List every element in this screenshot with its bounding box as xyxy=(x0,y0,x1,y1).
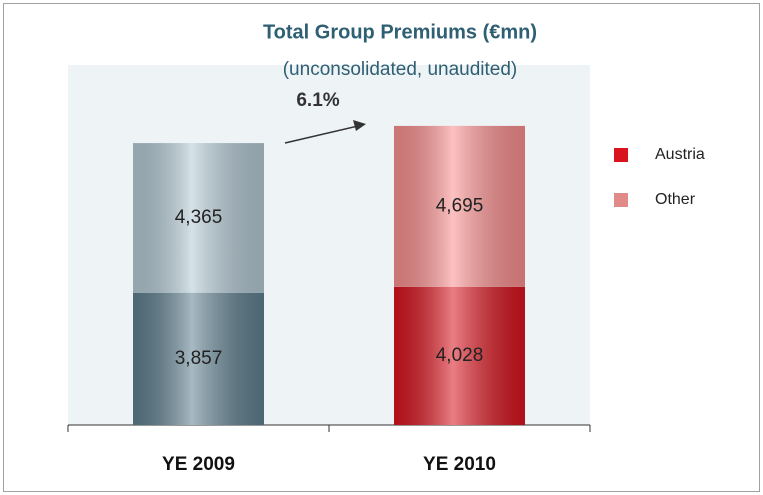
value-label: 4,695 xyxy=(436,195,484,216)
value-label: 4,365 xyxy=(175,207,223,228)
x-tick-label: YE 2010 xyxy=(423,454,496,475)
legend-label: Austria xyxy=(655,146,705,163)
bar-shine xyxy=(133,292,264,425)
value-label: 3,857 xyxy=(175,348,223,369)
chart-title: Total Group Premiums (€mn) xyxy=(263,21,537,43)
legend-swatch xyxy=(614,193,628,207)
bar-shine xyxy=(394,286,525,425)
arrow-line xyxy=(284,125,359,144)
legend-swatch xyxy=(614,148,628,162)
arrow-head xyxy=(353,120,366,131)
chart-subtitle: (unconsolidated, unaudited) xyxy=(283,59,518,80)
bar-shine xyxy=(133,143,264,293)
value-label: 4,028 xyxy=(436,345,484,366)
legend-label: Other xyxy=(655,191,696,208)
x-tick-label: YE 2009 xyxy=(162,454,235,475)
annotation: 6.1% xyxy=(296,90,339,111)
bar-shine xyxy=(394,125,525,287)
